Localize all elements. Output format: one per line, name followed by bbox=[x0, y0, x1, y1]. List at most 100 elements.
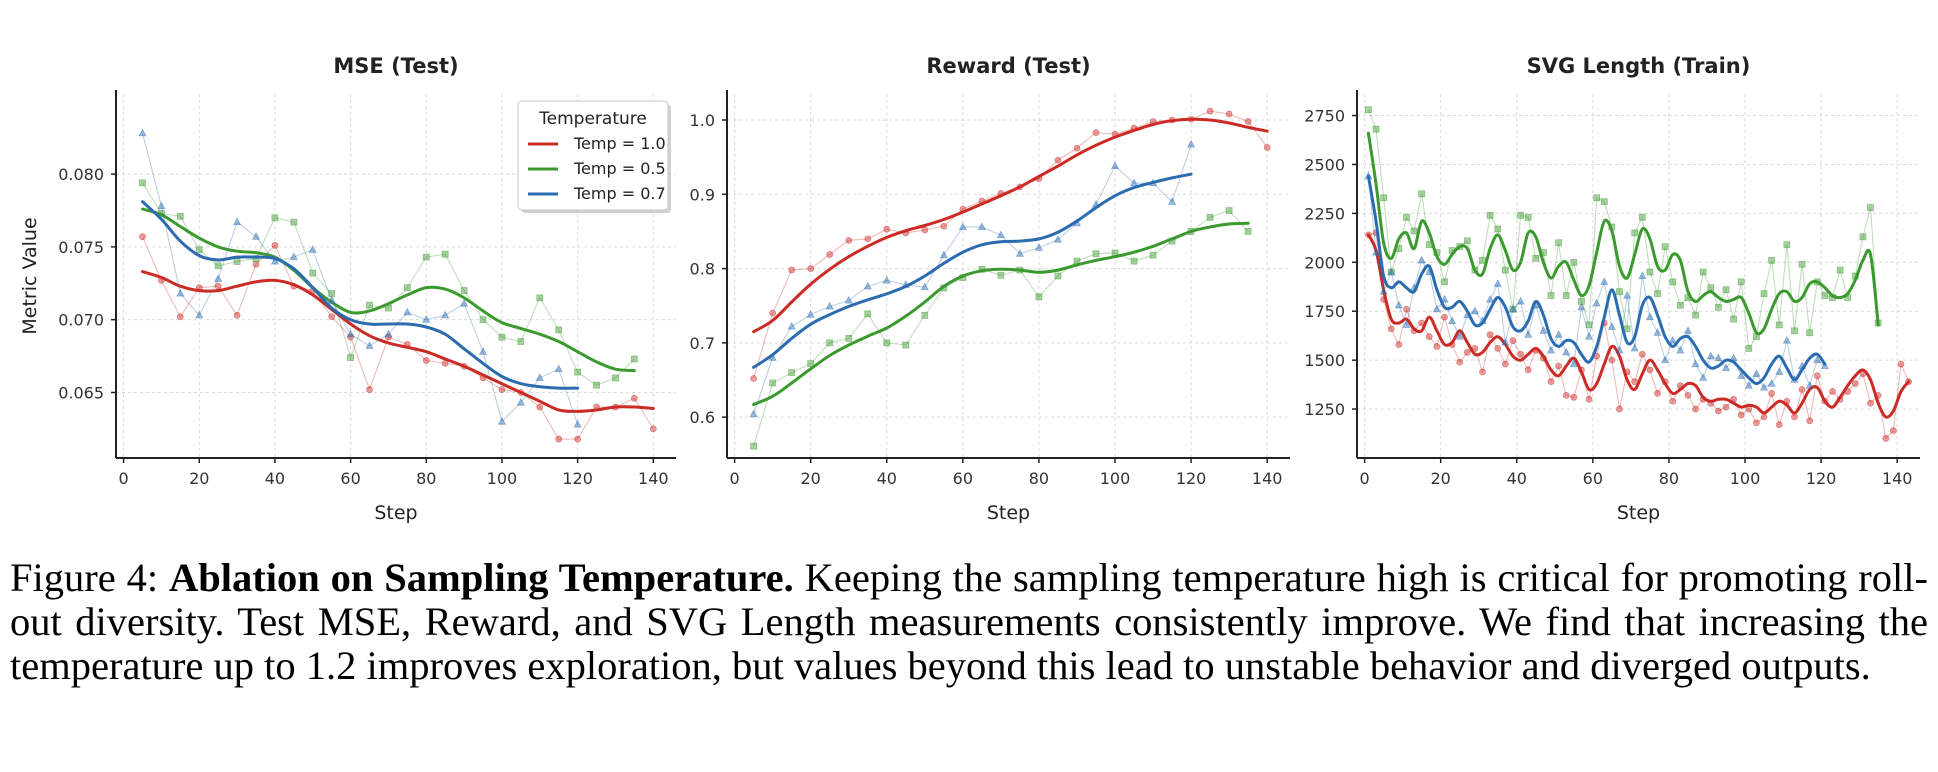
raw-data-point bbox=[1753, 419, 1760, 427]
raw-data-point bbox=[1206, 213, 1214, 221]
raw-data-point bbox=[346, 329, 355, 338]
raw-data-point bbox=[1524, 330, 1533, 338]
x-tick-label: 0 bbox=[1360, 469, 1370, 488]
raw-data-point bbox=[1432, 304, 1441, 313]
raw-data-point bbox=[958, 222, 967, 230]
raw-data-point bbox=[1187, 139, 1196, 148]
raw-data-point bbox=[1110, 161, 1120, 170]
legend-label: Temp = 0.5 bbox=[573, 159, 666, 178]
raw-data-point bbox=[1631, 229, 1639, 237]
raw-data-point bbox=[1372, 125, 1380, 133]
raw-data-point bbox=[1661, 355, 1670, 364]
raw-data-point bbox=[1654, 290, 1661, 298]
raw-data-point bbox=[516, 398, 525, 406]
raw-data-point bbox=[1585, 321, 1593, 329]
raw-data-point bbox=[555, 435, 563, 443]
raw-data-point bbox=[1225, 207, 1233, 215]
raw-data-point bbox=[1547, 292, 1555, 299]
raw-data-point bbox=[1448, 316, 1457, 325]
legend: Temperature Temp = 1.0 Temp = 0.5 Temp = 0.… bbox=[517, 100, 671, 213]
raw-data-point bbox=[630, 355, 638, 363]
y-tick-label: 2750 bbox=[1304, 107, 1345, 126]
raw-data-point bbox=[1035, 293, 1043, 301]
raw-data-point bbox=[883, 225, 891, 233]
raw-data-point bbox=[1897, 360, 1905, 368]
chart-panel-2: 0 20 40 60 80 100 120 140 0.6 0.7 0.8 0.9 1.0 Reward … bbox=[690, 54, 1290, 524]
raw-data-point bbox=[921, 226, 929, 234]
raw-data-point bbox=[750, 375, 758, 382]
raw-data-point bbox=[1638, 350, 1646, 358]
legend-label: Temp = 0.7 bbox=[573, 184, 666, 203]
raw-data-point bbox=[649, 425, 657, 433]
x-tick-label: 0 bbox=[730, 469, 740, 488]
raw-data-point bbox=[1798, 386, 1806, 393]
x-tick-label: 40 bbox=[265, 469, 285, 488]
raw-data-point bbox=[826, 251, 834, 258]
raw-data-point bbox=[365, 341, 374, 349]
raw-data-point bbox=[769, 379, 777, 387]
raw-data-point bbox=[478, 347, 488, 355]
raw-data-point bbox=[1403, 305, 1410, 313]
raw-data-point bbox=[308, 245, 317, 253]
raw-data-point bbox=[940, 222, 948, 230]
raw-data-point bbox=[1092, 250, 1100, 258]
y-tick-label: 1500 bbox=[1304, 351, 1345, 370]
raw-data-point bbox=[1760, 290, 1768, 298]
raw-data-point bbox=[460, 287, 468, 294]
raw-data-point bbox=[1744, 380, 1753, 389]
raw-data-point bbox=[1577, 302, 1586, 311]
y-tick-label: 0.070 bbox=[58, 311, 104, 330]
raw-data-point bbox=[1737, 411, 1745, 419]
raw-data-point bbox=[1699, 373, 1708, 381]
raw-data-point bbox=[788, 266, 796, 274]
raw-data-point bbox=[1783, 241, 1791, 249]
smoothed-series-line bbox=[752, 172, 1193, 369]
raw-data-point bbox=[1676, 301, 1684, 309]
caption-label: Figure 4: bbox=[10, 555, 159, 600]
raw-data-point bbox=[749, 409, 758, 418]
raw-data-point bbox=[536, 294, 544, 302]
series-temp-0-5 bbox=[139, 179, 638, 389]
raw-data-point bbox=[1752, 369, 1761, 377]
raw-data-point bbox=[1767, 378, 1776, 387]
raw-data-point bbox=[1394, 300, 1403, 309]
raw-data-point bbox=[1486, 294, 1495, 303]
raw-data-point bbox=[422, 253, 430, 261]
raw-data-point bbox=[864, 310, 872, 318]
raw-series-line bbox=[142, 182, 635, 386]
raw-data-point bbox=[1365, 106, 1372, 114]
raw-data-point bbox=[1768, 256, 1776, 264]
raw-data-point bbox=[1699, 268, 1707, 276]
raw-data-point bbox=[309, 269, 317, 277]
raw-data-point bbox=[573, 419, 582, 428]
raw-data-point bbox=[593, 381, 600, 389]
raw-data-point bbox=[1584, 332, 1594, 340]
y-tick-label: 0.080 bbox=[58, 165, 104, 184]
raw-data-point bbox=[806, 309, 815, 318]
raw-data-point bbox=[1714, 353, 1723, 362]
series-temp-0-7 bbox=[749, 139, 1196, 418]
chart-panel-3: 0 20 40 60 80 100 120 140 1250 1500 1750 2000 2250 25… bbox=[1304, 54, 1920, 524]
raw-data-point bbox=[1692, 405, 1699, 413]
raw-data-point bbox=[1806, 417, 1814, 425]
raw-data-point bbox=[157, 201, 166, 210]
y-tick-label: 2000 bbox=[1304, 253, 1345, 272]
y-tick-label: 0.075 bbox=[58, 238, 104, 257]
raw-data-point bbox=[1244, 118, 1252, 125]
raw-data-point bbox=[1737, 371, 1746, 379]
raw-data-point bbox=[1486, 211, 1494, 219]
x-tick-label: 60 bbox=[340, 469, 360, 488]
raw-data-point bbox=[863, 281, 872, 290]
chart-figure: 0 20 40 60 80 100 120 140 0.065 0.070 0.075 0.080 MS… bbox=[19, 54, 1920, 524]
raw-data-point bbox=[1721, 363, 1731, 371]
raw-data-point bbox=[195, 246, 203, 254]
x-tick-label: 80 bbox=[1659, 469, 1679, 488]
x-axis-label: Step bbox=[374, 502, 417, 524]
raw-data-point bbox=[1867, 204, 1874, 211]
raw-data-point bbox=[1418, 190, 1426, 198]
raw-data-point bbox=[1441, 313, 1448, 321]
raw-data-point bbox=[1403, 213, 1410, 221]
raw-data-point bbox=[1532, 254, 1540, 262]
raw-data-point bbox=[441, 250, 449, 258]
raw-data-point bbox=[1737, 278, 1745, 286]
